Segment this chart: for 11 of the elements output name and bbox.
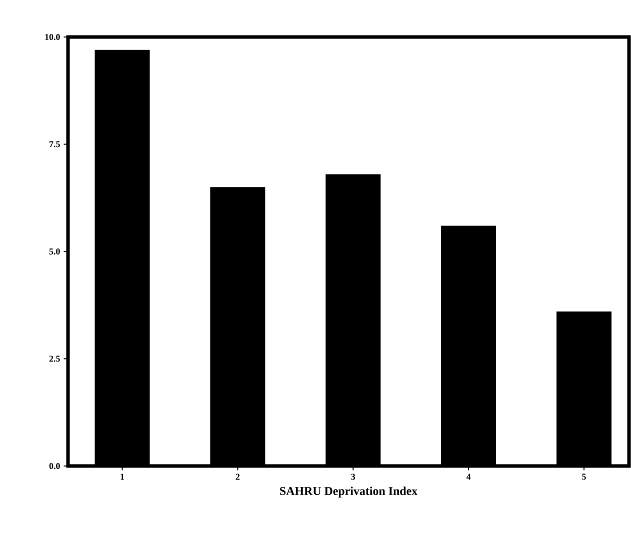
y-tick-label: 2.5	[49, 356, 60, 362]
x-tick-label: 5	[582, 474, 586, 480]
x-tick-label: 4	[466, 474, 471, 480]
y-tick-label: 0.0	[49, 462, 60, 470]
x-axis-title: SAHRU Deprivation Index	[280, 486, 418, 498]
x-tick-label: 2	[236, 474, 240, 480]
x-tick-label: 1	[120, 474, 124, 480]
x-tick-label: 3	[351, 474, 356, 480]
y-tick-label: 7.5	[50, 141, 60, 148]
y-tick-label: 10.0	[45, 34, 60, 40]
y-tick-label: 5.0	[49, 248, 60, 255]
